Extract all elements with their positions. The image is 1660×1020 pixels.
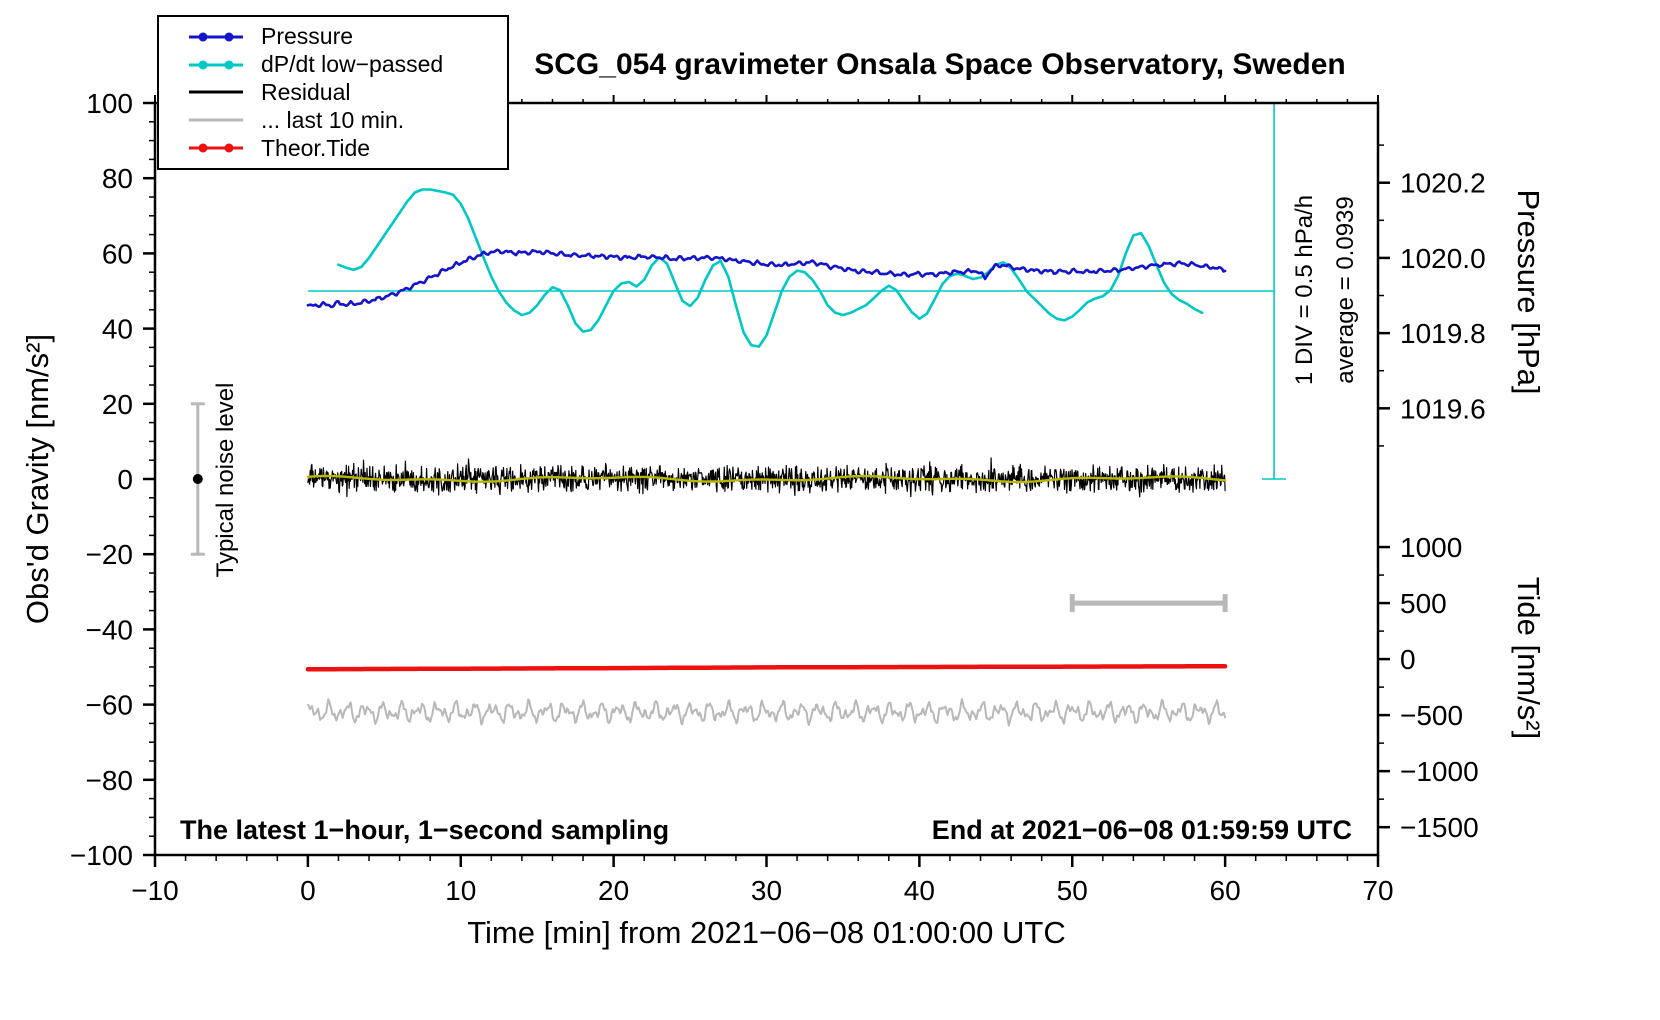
tide-tick-label: −500 (1400, 700, 1463, 731)
sampling-note: The latest 1−hour, 1−second sampling (180, 815, 670, 845)
legend-item-0: Pressure (187, 23, 507, 50)
legend-label: dP/dt low−passed (261, 51, 444, 78)
x-tick-label: 40 (904, 875, 935, 906)
x-axis-label: Time [min] from 2021−06−08 01:00:00 UTC (467, 915, 1066, 950)
series-theor-tide (305, 663, 1228, 672)
legend-swatch-dots-icon (189, 32, 243, 42)
div-annotation: 1 DIV = 0.5 hPa/h (1291, 194, 1318, 386)
x-tick-label: 30 (751, 875, 782, 906)
y-tick-label: −20 (86, 539, 134, 570)
tide-tick-label: −1500 (1400, 812, 1479, 843)
series--last-10-min- (306, 698, 1227, 727)
y-tick-label: 60 (102, 238, 133, 269)
x-tick-label: 50 (1057, 875, 1088, 906)
series-residual (307, 457, 1226, 498)
tide-tick-label: 1000 (1400, 532, 1462, 563)
legend-swatch-dots-icon (189, 143, 243, 153)
pressure-tick-label: 1019.6 (1400, 393, 1486, 424)
noise-level-dot (192, 474, 203, 484)
y-tick-label: −40 (86, 614, 134, 645)
y-tick-label: −60 (86, 690, 134, 721)
pressure-tick-label: 1020.0 (1400, 243, 1486, 274)
y-tick-label: 20 (102, 389, 133, 420)
x-tick-label: 60 (1210, 875, 1241, 906)
tide-tick-label: −1000 (1400, 756, 1479, 787)
y-tick-label: −100 (70, 840, 133, 871)
legend-label: Pressure (261, 23, 354, 50)
legend-item-1: dP/dt low−passed (187, 51, 507, 78)
legend-item-3: ... last 10 min. (187, 107, 507, 133)
x-tick-label: 10 (445, 875, 476, 906)
legend: Pressure dP/dt low−passed Residual... last… (157, 15, 509, 170)
legend-swatch-line-icon (189, 90, 243, 94)
legend-swatch-dots-icon (189, 60, 243, 70)
x-tick-label: 70 (1362, 875, 1393, 906)
legend-label: Residual (261, 78, 351, 105)
end-time-note: End at 2021−06−08 01:59:59 UTC (931, 815, 1352, 845)
y-tick-label: 0 (117, 464, 133, 495)
typical-noise-level-label: Typical noise level (212, 382, 239, 578)
average-annotation: average = 0.0939 (1332, 196, 1359, 384)
x-tick-label: −10 (131, 875, 179, 906)
legend-label: ... last 10 min. (261, 106, 405, 133)
x-tick-label: 0 (300, 875, 316, 906)
y-tick-label: 100 (86, 88, 133, 119)
y-tick-label: 80 (102, 163, 133, 194)
y-axis-label-tide: Tide [nm/s²] (1511, 576, 1546, 740)
tide-tick-label: 0 (1400, 644, 1416, 675)
pressure-tick-label: 1019.8 (1400, 318, 1486, 349)
legend-item-2: Residual (187, 79, 507, 105)
y-tick-label: −80 (86, 765, 134, 796)
chart-title: SCG_054 gravimeter Onsala Space Observat… (534, 48, 1346, 81)
legend-label: Theor.Tide (261, 134, 371, 161)
y-axis-label-pressure: Pressure [hPa] (1511, 189, 1546, 395)
y-axis-label-gravity: Obs'd Gravity [nm/s²] (20, 333, 55, 625)
tide-tick-label: 500 (1400, 588, 1447, 619)
x-tick-label: 20 (598, 875, 629, 906)
legend-item-4: Theor.Tide (187, 135, 507, 161)
y-tick-label: 40 (102, 314, 133, 345)
series-residual-smoothed (306, 474, 1227, 484)
pressure-tick-label: 1020.2 (1400, 168, 1486, 199)
legend-swatch-line-icon (189, 118, 243, 122)
series-pressure (306, 248, 1227, 309)
